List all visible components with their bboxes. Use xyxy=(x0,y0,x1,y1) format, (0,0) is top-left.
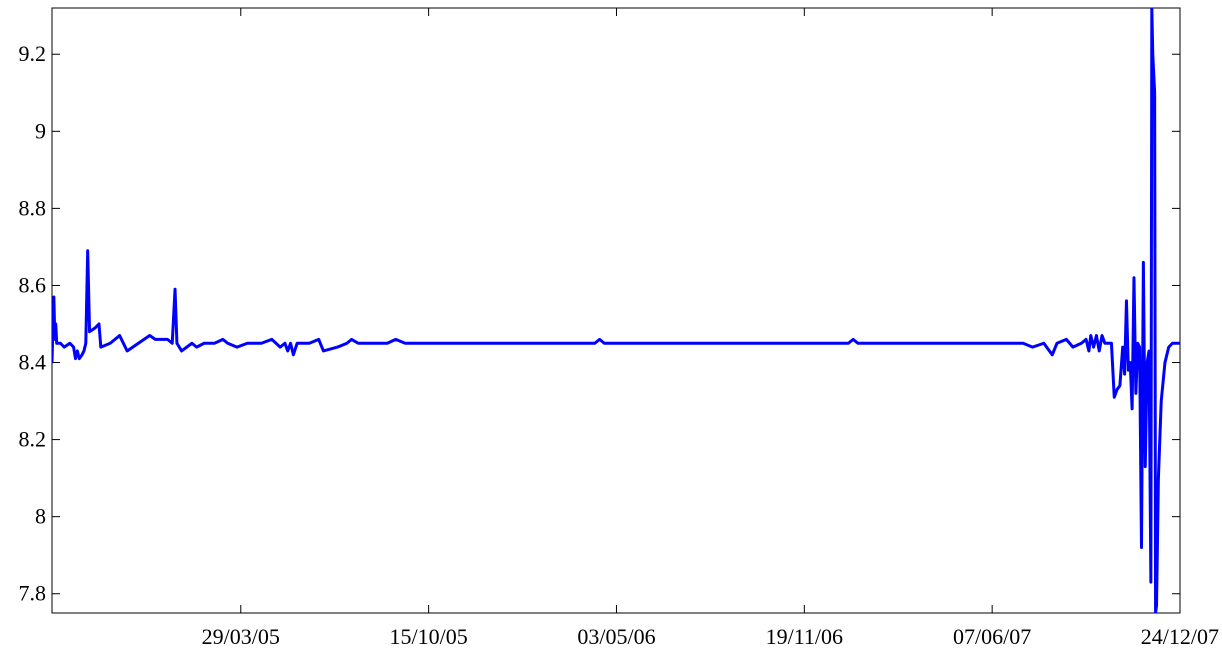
x-tick-label: 15/10/05 xyxy=(390,624,468,649)
series-line xyxy=(52,8,1180,613)
y-tick-label: 8.2 xyxy=(19,427,47,452)
plot-axes xyxy=(51,7,1181,614)
plot-frame xyxy=(51,7,1181,614)
tick-labels: 7.8 8 8.2 8.4 8.6 8.8 9 9.2 29/03/05 15/10/05 03/0… xyxy=(19,41,1220,649)
data-series xyxy=(52,8,1180,613)
y-tick-label: 8.4 xyxy=(19,350,47,375)
x-tick-label: 03/05/06 xyxy=(577,624,655,649)
axis-ticks xyxy=(52,8,1181,613)
x-tick-label: 29/03/05 xyxy=(202,624,280,649)
y-tick-label: 7.8 xyxy=(19,581,47,606)
x-tick-label: 07/06/07 xyxy=(953,624,1031,649)
x-tick-label: 24/12/07 xyxy=(1141,624,1219,649)
y-tick-label: 9.2 xyxy=(19,41,47,66)
y-tick-label: 8.8 xyxy=(19,195,47,220)
x-tick-label: 19/11/06 xyxy=(766,624,843,649)
y-tick-label: 9 xyxy=(35,118,46,143)
y-tick-label: 8 xyxy=(35,504,46,529)
y-tick-label: 8.6 xyxy=(19,272,47,297)
